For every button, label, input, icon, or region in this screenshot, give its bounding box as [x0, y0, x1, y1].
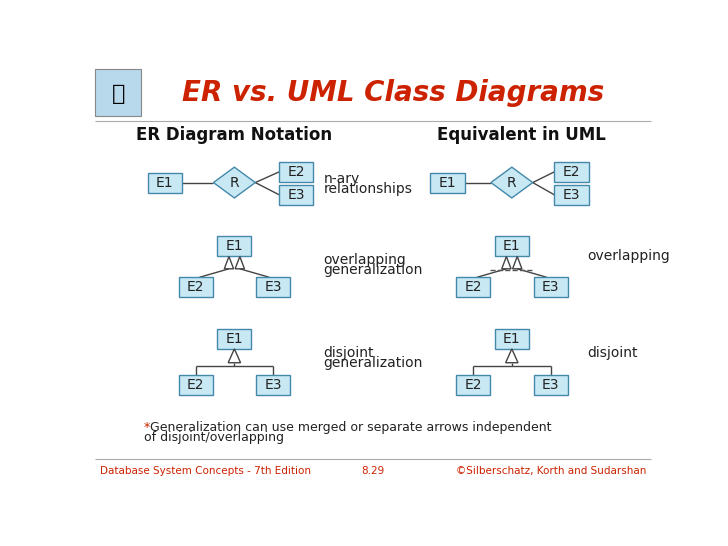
- Text: n-ary: n-ary: [323, 173, 360, 187]
- FancyBboxPatch shape: [495, 329, 529, 349]
- Text: ⛵: ⛵: [111, 84, 124, 104]
- Text: ©Silberschatz, Korth and Sudarshan: ©Silberschatz, Korth and Sudarshan: [456, 466, 646, 476]
- Text: E3: E3: [264, 378, 282, 392]
- Text: Database System Concepts - 7th Edition: Database System Concepts - 7th Edition: [100, 466, 312, 476]
- Polygon shape: [491, 167, 533, 198]
- Polygon shape: [502, 257, 511, 269]
- Text: generalization: generalization: [323, 263, 423, 277]
- FancyBboxPatch shape: [495, 236, 529, 257]
- Text: E2: E2: [288, 165, 305, 179]
- Text: generalization: generalization: [323, 356, 423, 370]
- Text: Equivalent in UML: Equivalent in UML: [437, 126, 606, 144]
- FancyBboxPatch shape: [534, 375, 568, 395]
- FancyBboxPatch shape: [95, 69, 141, 116]
- Polygon shape: [224, 257, 234, 269]
- Polygon shape: [513, 257, 522, 269]
- Text: E1: E1: [156, 176, 173, 189]
- Text: E3: E3: [288, 188, 305, 202]
- Text: disjoint: disjoint: [587, 346, 638, 360]
- Text: E2: E2: [187, 280, 205, 294]
- FancyBboxPatch shape: [256, 277, 290, 297]
- Text: E2: E2: [563, 165, 580, 179]
- FancyBboxPatch shape: [280, 162, 314, 182]
- Polygon shape: [213, 167, 256, 198]
- FancyBboxPatch shape: [218, 236, 251, 257]
- Text: E1: E1: [503, 240, 521, 253]
- Text: E1: E1: [226, 240, 243, 253]
- Polygon shape: [235, 257, 245, 269]
- Text: E3: E3: [264, 280, 282, 294]
- Text: overlapping: overlapping: [587, 250, 670, 264]
- Text: E2: E2: [464, 280, 482, 294]
- Text: *: *: [143, 422, 150, 434]
- Text: of disjoint/overlapping: of disjoint/overlapping: [143, 431, 284, 444]
- FancyBboxPatch shape: [555, 185, 588, 205]
- FancyBboxPatch shape: [456, 375, 490, 395]
- Text: Generalization can use merged or separate arrows independent: Generalization can use merged or separat…: [150, 422, 551, 434]
- Text: E3: E3: [542, 378, 559, 392]
- Text: 8.29: 8.29: [362, 466, 384, 476]
- Text: E3: E3: [563, 188, 580, 202]
- Text: E1: E1: [503, 332, 521, 346]
- Polygon shape: [228, 349, 240, 363]
- FancyBboxPatch shape: [218, 329, 251, 349]
- Text: relationships: relationships: [323, 182, 412, 197]
- FancyBboxPatch shape: [555, 162, 588, 182]
- Text: E2: E2: [464, 378, 482, 392]
- Polygon shape: [506, 349, 518, 363]
- FancyBboxPatch shape: [280, 185, 314, 205]
- Text: E2: E2: [187, 378, 205, 392]
- Text: overlapping: overlapping: [323, 253, 406, 268]
- FancyBboxPatch shape: [148, 173, 182, 193]
- FancyBboxPatch shape: [456, 277, 490, 297]
- Text: R: R: [507, 176, 517, 189]
- FancyBboxPatch shape: [534, 277, 568, 297]
- FancyBboxPatch shape: [430, 173, 464, 193]
- Text: E3: E3: [542, 280, 559, 294]
- FancyBboxPatch shape: [178, 277, 213, 297]
- Text: E1: E1: [439, 176, 456, 189]
- Text: ER Diagram Notation: ER Diagram Notation: [136, 126, 333, 144]
- Text: R: R: [229, 176, 240, 189]
- Text: E1: E1: [226, 332, 243, 346]
- FancyBboxPatch shape: [256, 375, 290, 395]
- FancyBboxPatch shape: [178, 375, 213, 395]
- Text: ER vs. UML Class Diagrams: ER vs. UML Class Diagrams: [182, 79, 604, 107]
- Text: disjoint: disjoint: [323, 346, 374, 360]
